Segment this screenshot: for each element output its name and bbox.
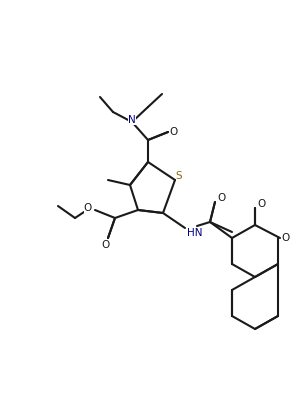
Text: O: O [170, 127, 178, 137]
Text: O: O [282, 233, 290, 243]
Text: N: N [128, 115, 136, 125]
Text: S: S [176, 171, 182, 181]
Text: O: O [217, 193, 225, 203]
Text: O: O [101, 240, 109, 250]
Text: HN: HN [187, 228, 203, 238]
Text: O: O [84, 203, 92, 213]
Text: O: O [257, 199, 265, 209]
